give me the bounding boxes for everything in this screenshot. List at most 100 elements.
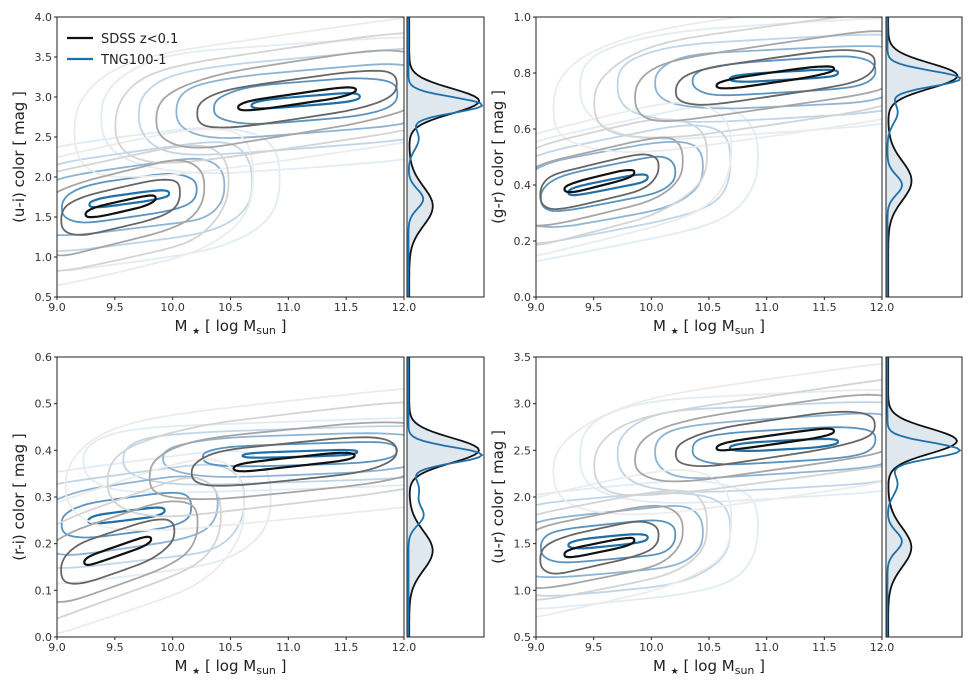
sdss-red-contour-level-0	[237, 86, 357, 112]
tng-red-contour-level-2	[162, 432, 404, 478]
y-tick-label: 3.5	[514, 351, 532, 364]
histogram-frame	[406, 356, 485, 638]
sdss-blue-contour-level-1	[60, 178, 181, 236]
sdss-blue-contour-level-3	[57, 144, 230, 272]
x-tick-label: 10.5	[697, 301, 722, 314]
panel-bottom-right: 9.0 9.5 10.0 10.5 11.0 11.5 12.0 0.5 1.0 1.5 2.0 2.…	[489, 351, 963, 677]
sdss-red-contour-level-1	[674, 410, 876, 467]
x-tick-label: 10.5	[218, 301, 243, 314]
x-tick-label: 11.0	[754, 641, 779, 654]
histogram-frame	[885, 356, 963, 638]
sdss-blue-contour-level-2	[536, 504, 684, 589]
x-tick-label: 12.0	[392, 301, 417, 314]
y-axis-label: (r-i) color [ mag ]	[10, 433, 28, 561]
tng-red-contour-level-3	[122, 425, 404, 486]
sdss-red-contour-level-4	[64, 388, 404, 532]
tng-histogram-line	[407, 17, 484, 297]
y-tick-label: 0.4	[514, 179, 532, 192]
tng-blue-contour-level-4	[536, 104, 759, 263]
legend: SDSS z<0.1 TNG100-1	[67, 32, 178, 68]
x-tick-label: 9.0	[527, 641, 545, 654]
sdss-blue-contour-level-2	[57, 500, 199, 603]
sdss-histogram-line	[408, 357, 480, 637]
tng-red-contour-level-1	[201, 441, 398, 468]
tng-blue-contour-level-0	[88, 189, 171, 209]
tng-blue-contour-level-4	[57, 450, 272, 585]
tng-red-contour-level-0	[241, 448, 359, 459]
y-tick-label: 3.5	[35, 51, 53, 64]
y-axis-label: (u-i) color [ mag ]	[10, 91, 28, 223]
sdss-red-contour-level-3	[593, 17, 882, 139]
tng-blue-contour-level-0	[567, 533, 649, 550]
sdss-blue-contour-level-0	[563, 169, 636, 194]
x-axis-label: M ★ [ log Msun ]	[653, 317, 765, 337]
y-tick-label: 3.0	[514, 398, 532, 411]
contour-layer	[57, 388, 404, 635]
y-tick-label: 0.6	[35, 351, 53, 364]
tng-histogram-line	[886, 17, 962, 297]
sdss-blue-contour-level-1	[539, 520, 660, 575]
side-histogram	[406, 356, 485, 638]
sdss-red-contour-level-2	[634, 393, 882, 483]
x-tick-label: 11.5	[812, 301, 837, 314]
sdss-histogram-fill	[886, 357, 957, 637]
x-tick-label: 11.0	[754, 301, 779, 314]
sdss-blue-contour-level-2	[57, 159, 206, 257]
y-tick-label: 1.0	[514, 584, 532, 597]
tng-blue-contour-level-2	[536, 141, 704, 228]
x-tick-label: 9.5	[585, 301, 603, 314]
y-tick-label: 4.0	[35, 11, 53, 24]
sdss-blue-contour-level-2	[536, 136, 684, 227]
y-tick-label: 0.5	[35, 398, 53, 411]
x-tick-label: 12.0	[392, 641, 417, 654]
sdss-blue-contour-level-1	[60, 518, 176, 585]
sdss-red-contour-level-1	[190, 436, 398, 487]
contour-layer	[57, 17, 404, 287]
x-tick-label: 10.0	[639, 641, 664, 654]
sdss-blue-contour-level-0	[83, 535, 153, 566]
y-tick-label: 0.6	[514, 123, 532, 136]
sdss-histogram-fill	[886, 17, 958, 297]
sdss-red-contour-level-1	[674, 49, 876, 106]
tng-red-contour-level-0	[250, 92, 361, 110]
x-tick-label: 11.0	[276, 641, 301, 654]
tng-red-contour-level-4	[82, 416, 404, 494]
x-tick-label: 10.0	[639, 301, 664, 314]
tng-red-contour-level-1	[691, 426, 877, 466]
x-tick-label: 12.0	[870, 301, 895, 314]
tng-red-contour-level-4	[579, 17, 882, 140]
y-tick-label: 2.5	[514, 444, 532, 457]
x-tick-label: 9.5	[106, 641, 124, 654]
y-tick-label: 2.0	[514, 491, 532, 504]
y-tick-label: 0.5	[35, 291, 53, 304]
sdss-red-contour-level-4	[552, 362, 882, 516]
tng-red-contour-level-2	[175, 63, 404, 139]
panel-bottom-left: 9.0 9.5 10.0 10.5 11.0 11.5 12.0 0.0 0.1 0.2 0.3 0.…	[10, 351, 485, 677]
sdss-red-contour-level-0	[232, 451, 356, 473]
tng-red-contour-level-3	[616, 33, 882, 123]
sdss-histogram-line	[887, 357, 959, 637]
sdss-red-contour-level-2	[634, 30, 882, 123]
tng-red-contour-level-2	[654, 412, 882, 479]
tng-red-contour-level-4	[579, 389, 882, 504]
tng-red-contour-level-1	[691, 55, 877, 97]
y-tick-label: 0.0	[514, 291, 532, 304]
y-axis-label: (u-r) color [ mag ]	[489, 430, 507, 564]
x-tick-label: 9.0	[527, 301, 545, 314]
sdss-red-contour-level-2	[155, 49, 404, 149]
sdss-blue-contour-level-3	[536, 489, 708, 601]
y-tick-label: 3.0	[35, 91, 53, 104]
y-tick-label: 0.4	[35, 444, 53, 457]
tng-blue-contour-level-1	[540, 519, 677, 564]
x-tick-label: 9.5	[106, 301, 124, 314]
x-tick-label: 9.5	[585, 641, 603, 654]
y-tick-label: 2.0	[35, 171, 53, 184]
side-histogram	[885, 356, 963, 638]
y-tick-label: 1.5	[35, 211, 53, 224]
x-axis-label: M ★ [ log Msun ]	[174, 657, 286, 677]
y-tick-label: 0.2	[514, 235, 532, 248]
sdss-blue-contour-level-1	[539, 153, 660, 210]
x-tick-label: 10.5	[697, 641, 722, 654]
y-tick-label: 0.1	[35, 584, 53, 597]
